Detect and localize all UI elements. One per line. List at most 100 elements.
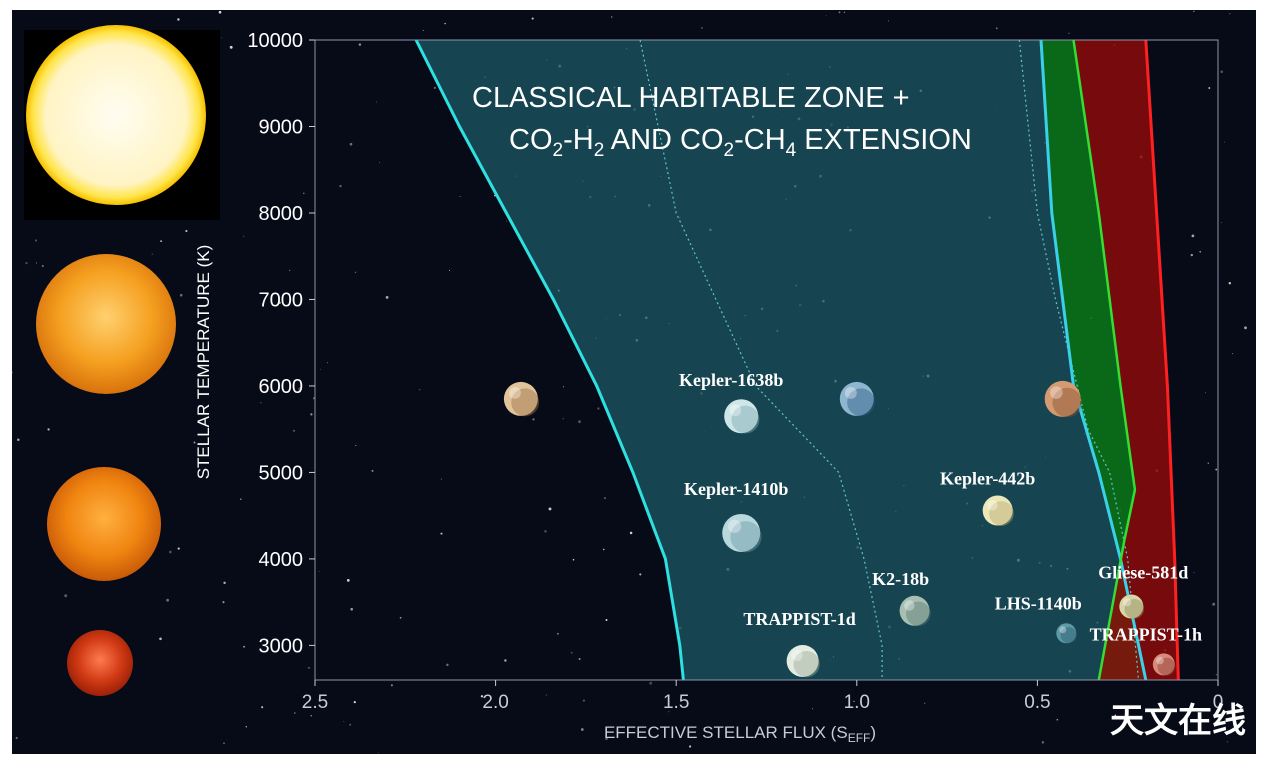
background-star — [343, 721, 345, 723]
planet-body — [724, 399, 759, 434]
background-star — [47, 428, 50, 431]
planet-highlight — [844, 387, 857, 399]
background-star — [298, 387, 302, 391]
y-tick-label: 10000 — [247, 30, 303, 52]
background-star — [597, 407, 600, 410]
exoplanet-point: Gliese-581d — [1098, 562, 1188, 619]
background-star — [825, 15, 827, 17]
venus-planet — [503, 381, 540, 417]
background-star — [379, 162, 381, 164]
background-star — [812, 708, 813, 710]
x-tick-label: 0.5 — [1024, 692, 1050, 713]
background-star — [838, 11, 841, 14]
background-star — [853, 700, 855, 703]
background-star — [605, 737, 608, 741]
background-star — [444, 22, 446, 25]
background-star — [1205, 392, 1207, 394]
title-part: -CH — [734, 124, 786, 156]
background-star — [446, 663, 449, 667]
m-type-star — [67, 630, 133, 696]
background-star — [318, 570, 320, 572]
background-star — [532, 418, 535, 421]
background-star — [151, 253, 153, 255]
planet-shading — [731, 405, 760, 434]
dotted-outer-boundary — [1018, 39, 1140, 681]
background-star — [578, 657, 581, 661]
background-star — [1199, 250, 1202, 253]
background-star — [611, 16, 613, 18]
background-star — [41, 264, 44, 268]
background-star — [1215, 468, 1218, 471]
background-star — [604, 497, 606, 500]
background-star — [177, 547, 180, 550]
planet-body — [899, 595, 930, 626]
title-part: -H — [563, 124, 594, 156]
co2-ch4-edge-line — [1144, 39, 1180, 681]
background-star — [924, 702, 926, 704]
background-star — [307, 666, 310, 669]
planet-body — [839, 381, 874, 416]
background-star — [222, 601, 225, 604]
planet-shading — [1060, 627, 1077, 644]
x-axis-label-sub: EFF — [848, 731, 871, 745]
outer-edge-line — [1039, 39, 1148, 681]
planet-body — [1119, 594, 1144, 619]
background-star — [440, 532, 443, 535]
background-star — [358, 43, 362, 46]
background-star — [1041, 741, 1045, 744]
planet-highlight — [1059, 626, 1067, 634]
background-star — [390, 684, 393, 687]
background-star — [34, 239, 38, 242]
planet-shading — [1157, 657, 1176, 676]
chart-title-line2: CO2-H2 AND CO2-CH4 EXTENSION — [509, 124, 972, 161]
planet-highlight — [729, 404, 742, 417]
planet-shading — [989, 501, 1014, 526]
background-star — [459, 195, 461, 198]
x-tick-label: 1.5 — [663, 692, 689, 713]
planet-body — [1152, 653, 1175, 676]
background-star — [572, 558, 575, 561]
y-tick-label: 7000 — [259, 289, 304, 311]
background-star — [354, 271, 357, 274]
background-star — [375, 101, 378, 103]
background-star — [292, 429, 296, 432]
background-star — [689, 745, 692, 748]
habitable-zone-region — [416, 40, 1146, 680]
background-star — [562, 418, 564, 420]
background-star — [261, 706, 264, 709]
background-star — [1215, 674, 1218, 676]
background-star — [480, 695, 484, 698]
background-star — [223, 742, 225, 745]
background-star — [310, 413, 313, 416]
inner-edge-line — [414, 39, 685, 681]
background-star — [506, 220, 507, 222]
background-star — [578, 420, 581, 424]
planet-shading — [730, 521, 762, 553]
planet-highlight — [727, 519, 742, 533]
plot-area: Kepler-1638b Kepler-1410b Kepler-442b K2-18… — [314, 39, 1219, 681]
background-star — [377, 752, 379, 754]
background-star — [419, 389, 421, 391]
background-star — [629, 531, 633, 535]
y-tick-label: 9000 — [259, 116, 304, 138]
background-star — [399, 616, 402, 619]
background-star — [1223, 141, 1225, 143]
background-star — [346, 579, 350, 582]
background-star — [701, 27, 703, 29]
background-star — [504, 659, 507, 662]
g-type-star — [36, 254, 176, 394]
planet-shading — [1052, 387, 1082, 418]
background-star — [15, 736, 18, 740]
exoplanet-label: Kepler-1638b — [679, 370, 783, 390]
background-star — [562, 386, 564, 388]
exoplanet-point: TRAPPIST-1h — [1090, 624, 1202, 676]
background-star — [320, 368, 321, 370]
x-axis-label: EFFECTIVE STELLAR FLUX (SEFF) — [604, 723, 876, 745]
background-star — [179, 293, 183, 297]
background-star — [1208, 87, 1211, 89]
background-star — [177, 18, 180, 21]
background-star — [545, 694, 547, 696]
a-type-star — [26, 25, 206, 205]
dotted-inner-boundary — [639, 39, 883, 680]
y-tick-label: 5000 — [259, 462, 304, 484]
